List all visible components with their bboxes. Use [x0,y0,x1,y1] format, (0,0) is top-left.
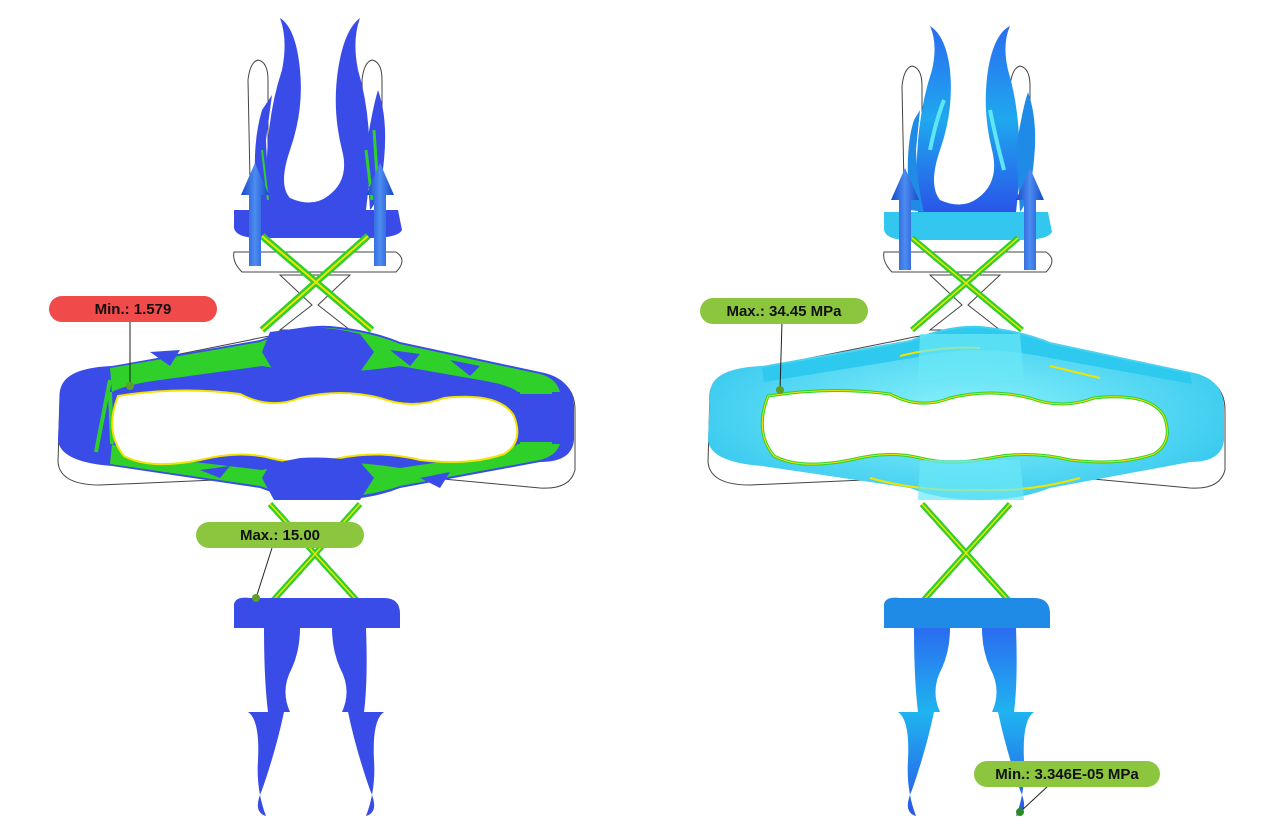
right-leader-lines [776,321,1049,816]
right-bottom-clip [884,597,1050,816]
left-safety-factor-model [57,18,576,816]
left-max-label: Max.: 15.00 [239,526,321,544]
left-leader-lines [126,322,273,602]
right-bottom-cross-link [919,501,1013,605]
left-max-callout: Max.: 15.00 [196,522,364,548]
left-bottom-clip [234,597,400,816]
right-min-label: Min.: 3.346E-05 MPa [995,765,1139,783]
right-top-cross-link [910,235,1024,333]
right-stress-model [707,26,1226,816]
left-main-ring [58,325,574,500]
left-min-label: Min.: 1.579 [94,300,172,318]
right-min-callout: Min.: 3.346E-05 MPa [974,761,1160,787]
right-top-clip [884,26,1052,240]
right-max-label: Max.: 34.45 MPa [726,302,842,320]
left-bottom-cross-link [267,501,363,607]
left-force-arrows [241,163,394,266]
right-force-arrows [891,168,1044,270]
left-min-callout: Min.: 1.579 [49,296,217,322]
right-main-ring [708,325,1224,500]
right-max-callout: Max.: 34.45 MPa [700,298,868,324]
left-top-cross-link [259,233,375,333]
